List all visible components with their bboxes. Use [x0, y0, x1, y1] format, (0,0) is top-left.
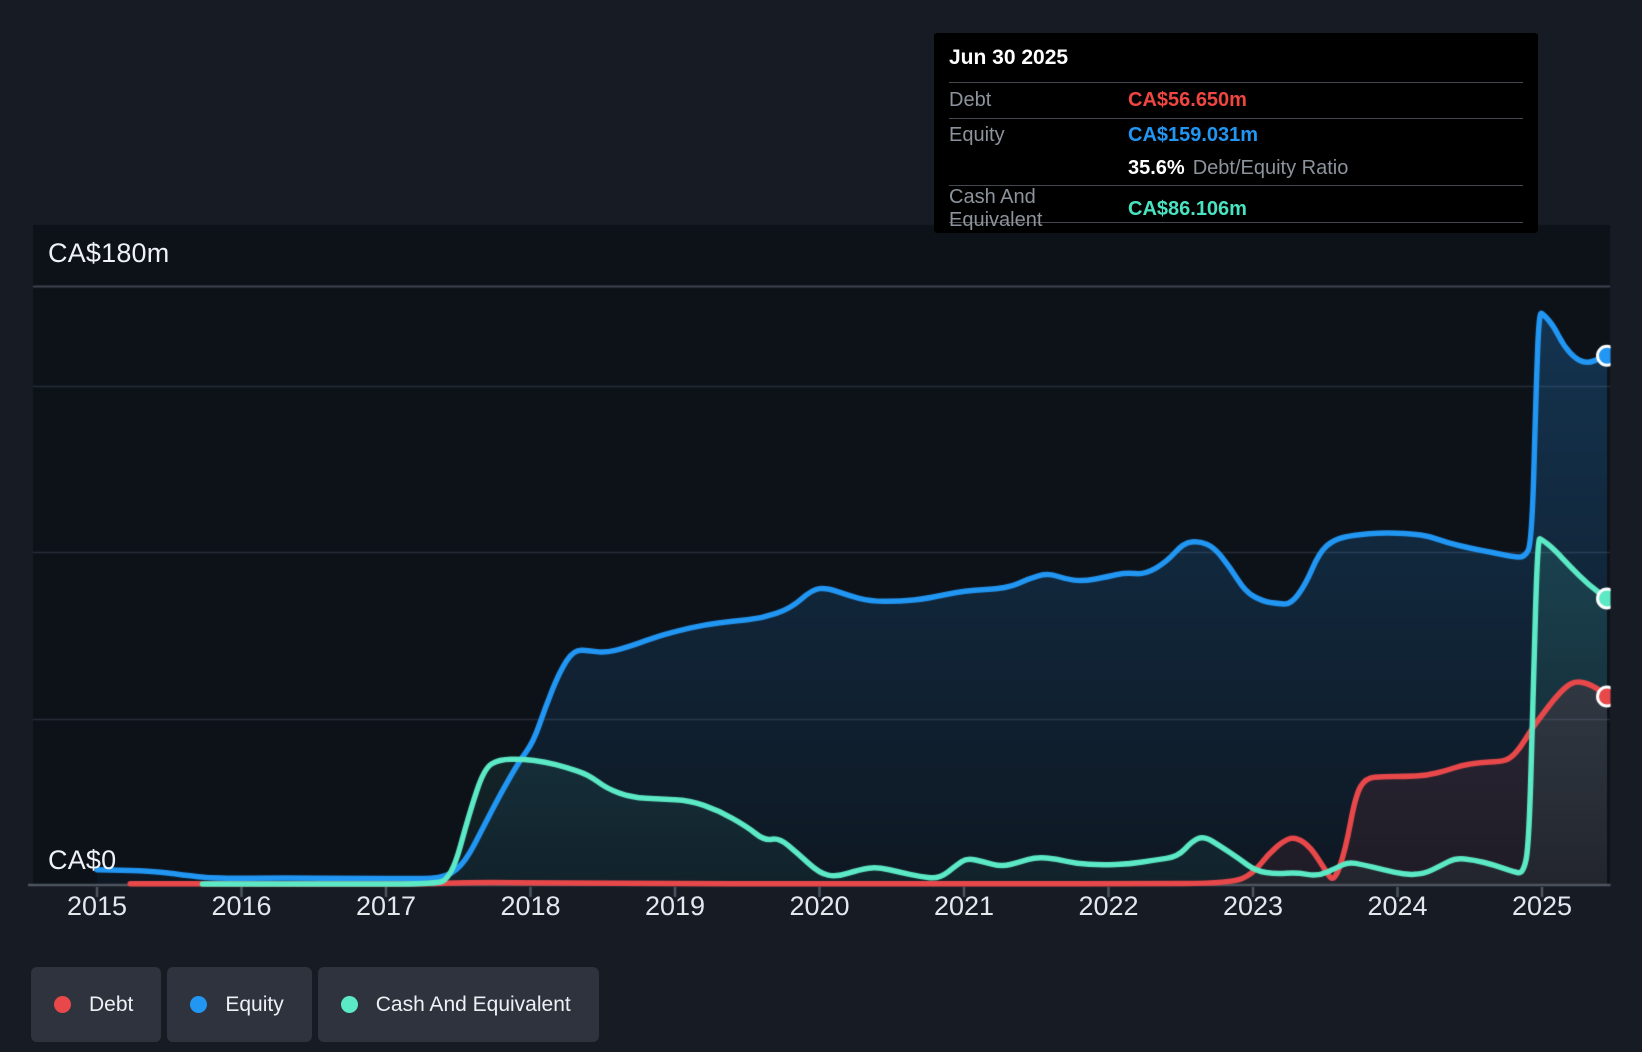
tooltip-cash-label: Cash And Equivalent	[949, 186, 1043, 231]
tooltip-row-cash: Cash And Equivalent CA$86.106m	[949, 186, 1523, 231]
tooltip-cash-value: CA$86.106m	[1128, 197, 1247, 220]
x-axis-year: 2018	[500, 891, 561, 921]
chart-legend: Debt Equity Cash And Equivalent	[31, 967, 599, 1042]
tooltip-equity-label: Equity	[949, 124, 1005, 146]
debt-dot-icon	[54, 996, 71, 1013]
legend-item-equity[interactable]: Equity	[167, 967, 312, 1042]
tooltip-debt-label: Debt	[949, 89, 992, 111]
tooltip-debt-value: CA$56.650m	[1128, 89, 1247, 111]
equity-dot-icon	[190, 996, 208, 1013]
y-axis-label-zero: CA$0	[48, 845, 117, 875]
tooltip-row-equity: Equity CA$159.031m	[949, 119, 1523, 152]
tooltip-date: Jun 30 2025	[949, 33, 1523, 83]
chart-tooltip: Jun 30 2025 Debt CA$56.650m Equity CA$15…	[934, 33, 1538, 233]
x-axis-year: 2024	[1367, 891, 1428, 921]
tooltip-ratio-label: Debt/Equity Ratio	[1192, 157, 1349, 179]
x-axis-year: 2015	[66, 891, 128, 921]
x-axis-year: 2017	[355, 891, 417, 921]
cash-dot-icon	[340, 996, 358, 1013]
x-axis-year: 2022	[1078, 891, 1139, 921]
x-axis-year: 2023	[1222, 891, 1284, 921]
tooltip-row-debt: Debt CA$56.650m	[949, 83, 1523, 119]
y-axis-label-max: CA$180m	[48, 238, 170, 268]
x-axis-year: 2019	[644, 891, 706, 921]
tooltip-ratio-value: 35.6%	[1128, 157, 1185, 179]
tooltip-equity-value: CA$159.031m	[1128, 124, 1259, 146]
x-axis-year: 2016	[211, 891, 272, 921]
tooltip-row-ratio: 35.6% Debt/Equity Ratio	[949, 152, 1523, 186]
legend-equity-label: Equity	[225, 992, 284, 1016]
legend-debt-label: Debt	[89, 992, 134, 1016]
x-axis-year: 2025	[1511, 891, 1573, 921]
legend-cash-label: Cash And Equivalent	[375, 992, 571, 1016]
legend-item-debt[interactable]: Debt	[31, 967, 162, 1042]
x-axis-year: 2021	[933, 891, 995, 921]
legend-item-cash[interactable]: Cash And Equivalent	[317, 967, 599, 1042]
x-axis-year: 2020	[789, 891, 850, 921]
